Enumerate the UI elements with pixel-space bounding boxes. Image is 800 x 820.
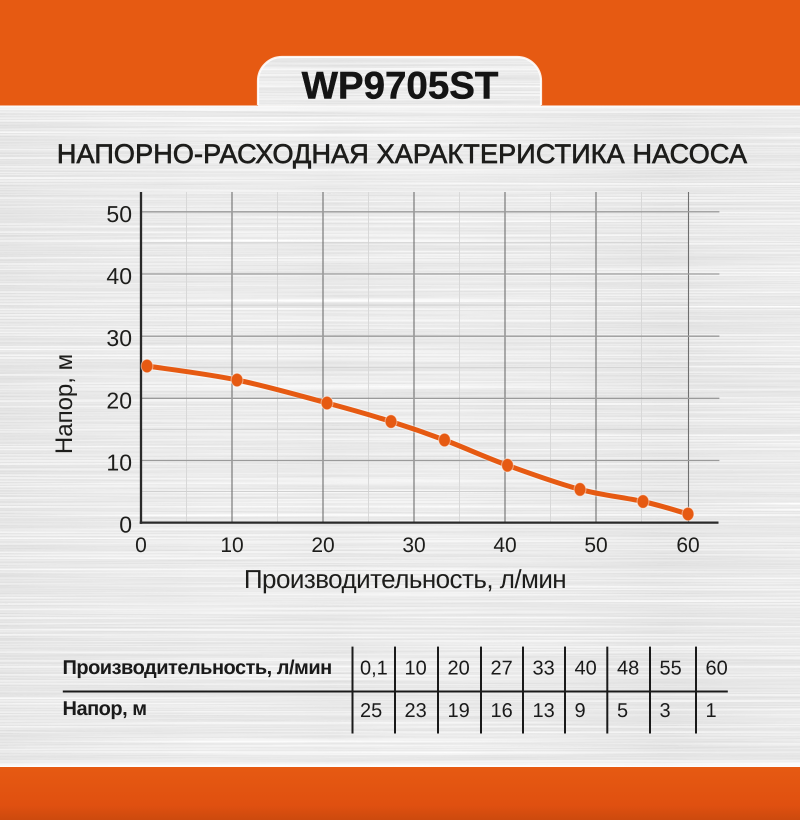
svg-text:25: 25 <box>360 700 382 722</box>
svg-text:3: 3 <box>660 700 671 722</box>
svg-text:10: 10 <box>405 657 427 679</box>
svg-text:60: 60 <box>706 657 728 679</box>
svg-text:23: 23 <box>405 700 427 722</box>
svg-text:27: 27 <box>491 657 513 679</box>
svg-text:20: 20 <box>448 657 470 679</box>
svg-text:60: 60 <box>676 534 699 557</box>
svg-text:55: 55 <box>660 657 682 679</box>
svg-text:Напор, м: Напор, м <box>63 698 147 720</box>
svg-text:13: 13 <box>533 700 555 722</box>
svg-text:Напор, м: Напор, м <box>51 354 78 454</box>
svg-text:1: 1 <box>706 700 717 722</box>
svg-text:0: 0 <box>119 512 132 538</box>
svg-text:НАПОРНО-РАСХОДНАЯ ХАРАКТЕРИСТИ: НАПОРНО-РАСХОДНАЯ ХАРАКТЕРИСТИКА НАСОСА <box>57 139 747 169</box>
svg-text:30: 30 <box>402 534 425 557</box>
svg-text:20: 20 <box>106 387 132 413</box>
svg-text:10: 10 <box>220 534 243 557</box>
svg-text:0: 0 <box>135 534 147 557</box>
svg-text:48: 48 <box>617 657 639 679</box>
svg-text:9: 9 <box>575 700 586 722</box>
svg-text:16: 16 <box>491 700 513 722</box>
svg-text:5: 5 <box>617 700 628 722</box>
svg-text:19: 19 <box>448 700 470 722</box>
svg-text:33: 33 <box>533 657 555 679</box>
svg-text:0,1: 0,1 <box>360 657 388 679</box>
svg-text:10: 10 <box>106 450 132 476</box>
svg-text:40: 40 <box>575 657 597 679</box>
svg-text:Производительность, л/мин: Производительность, л/мин <box>63 657 332 679</box>
svg-text:40: 40 <box>493 534 516 557</box>
svg-text:50: 50 <box>106 201 132 227</box>
svg-text:20: 20 <box>311 534 334 557</box>
svg-text:Производительность, л/мин: Производительность, л/мин <box>244 564 566 594</box>
svg-text:WP9705ST: WP9705ST <box>302 65 499 108</box>
svg-text:50: 50 <box>584 534 607 557</box>
svg-text:30: 30 <box>106 325 132 351</box>
svg-text:40: 40 <box>106 263 132 289</box>
